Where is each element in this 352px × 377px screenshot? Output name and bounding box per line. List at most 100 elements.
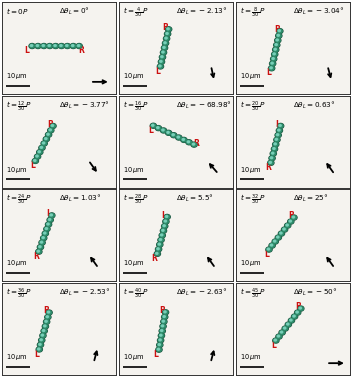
Text: $\Delta\theta_L=5.5°$: $\Delta\theta_L=5.5°$: [176, 193, 214, 204]
Circle shape: [167, 28, 169, 30]
Text: R: R: [295, 302, 301, 311]
Circle shape: [160, 329, 165, 333]
Circle shape: [158, 59, 165, 64]
Text: $\Delta\theta_L=1.03°$: $\Delta\theta_L=1.03°$: [59, 193, 101, 204]
Circle shape: [276, 134, 279, 136]
Text: L: L: [275, 120, 280, 129]
Text: $10\,\mu\mathrm{m}$: $10\,\mu\mathrm{m}$: [240, 71, 262, 81]
Circle shape: [40, 334, 45, 337]
Circle shape: [192, 143, 195, 145]
Circle shape: [187, 141, 190, 143]
Circle shape: [47, 311, 50, 313]
Circle shape: [45, 222, 52, 227]
Circle shape: [35, 43, 41, 49]
Circle shape: [279, 124, 281, 126]
Circle shape: [285, 322, 291, 327]
Circle shape: [163, 225, 165, 227]
Circle shape: [39, 246, 41, 248]
Circle shape: [154, 251, 161, 256]
Circle shape: [165, 27, 172, 32]
Circle shape: [157, 348, 162, 352]
Circle shape: [40, 146, 43, 148]
Text: R: R: [265, 163, 271, 172]
Circle shape: [288, 318, 295, 323]
Circle shape: [39, 338, 45, 343]
Circle shape: [44, 232, 46, 234]
Circle shape: [40, 236, 47, 241]
Circle shape: [42, 44, 44, 46]
Circle shape: [157, 343, 162, 347]
Circle shape: [44, 227, 49, 231]
Circle shape: [162, 320, 166, 323]
Text: $t=\frac{8}{30}P$: $t=\frac{8}{30}P$: [240, 6, 266, 20]
Circle shape: [162, 320, 164, 322]
Circle shape: [50, 124, 56, 129]
Circle shape: [270, 61, 275, 66]
Circle shape: [163, 310, 168, 314]
Circle shape: [274, 339, 278, 343]
Text: L: L: [30, 161, 35, 170]
Circle shape: [274, 43, 279, 47]
Circle shape: [278, 30, 281, 32]
Circle shape: [266, 247, 272, 252]
Circle shape: [161, 228, 166, 233]
Text: R: R: [288, 211, 294, 220]
Circle shape: [42, 231, 49, 236]
Text: $t=\frac{28}{30}P$: $t=\frac{28}{30}P$: [123, 193, 149, 207]
Circle shape: [289, 319, 294, 323]
Circle shape: [51, 124, 54, 126]
Circle shape: [164, 215, 170, 219]
Circle shape: [40, 241, 45, 245]
Circle shape: [271, 62, 273, 64]
Circle shape: [37, 150, 43, 155]
Circle shape: [162, 45, 168, 51]
Circle shape: [158, 343, 161, 345]
Circle shape: [161, 229, 166, 233]
Circle shape: [278, 129, 280, 131]
Circle shape: [37, 342, 44, 347]
Circle shape: [162, 224, 167, 228]
Circle shape: [161, 56, 163, 58]
Circle shape: [274, 143, 276, 145]
Circle shape: [269, 156, 275, 161]
Circle shape: [39, 338, 44, 342]
Text: $\Delta\theta_L=-2.63°$: $\Delta\theta_L=-2.63°$: [176, 287, 227, 298]
Circle shape: [276, 334, 282, 339]
Circle shape: [272, 147, 277, 151]
Circle shape: [285, 224, 290, 228]
Circle shape: [47, 43, 53, 49]
Circle shape: [272, 239, 278, 244]
Circle shape: [295, 311, 300, 314]
Circle shape: [156, 253, 158, 254]
Circle shape: [65, 44, 70, 48]
Circle shape: [176, 135, 182, 140]
Text: R: R: [159, 306, 165, 315]
Text: $\Delta\theta_L=-3.77°$: $\Delta\theta_L=-3.77°$: [59, 99, 110, 110]
Circle shape: [156, 247, 162, 252]
Circle shape: [157, 343, 163, 348]
Circle shape: [273, 239, 278, 244]
Circle shape: [282, 228, 287, 231]
Text: L: L: [271, 341, 276, 349]
Circle shape: [276, 33, 282, 38]
Text: $t=\frac{20}{30}P$: $t=\frac{20}{30}P$: [240, 99, 266, 113]
Circle shape: [30, 44, 34, 48]
Text: $\Delta\theta_L=-2.13°$: $\Delta\theta_L=-2.13°$: [176, 6, 227, 17]
Circle shape: [158, 64, 163, 68]
Text: L: L: [266, 68, 271, 77]
Circle shape: [41, 334, 44, 336]
Circle shape: [29, 43, 35, 49]
Circle shape: [158, 338, 163, 342]
Circle shape: [157, 338, 164, 343]
Circle shape: [60, 44, 62, 46]
Circle shape: [273, 148, 275, 150]
Circle shape: [39, 240, 45, 245]
Circle shape: [47, 218, 53, 222]
Circle shape: [275, 138, 278, 140]
Circle shape: [275, 138, 279, 142]
Circle shape: [161, 128, 166, 133]
Text: R: R: [193, 139, 199, 148]
Circle shape: [269, 243, 275, 248]
Circle shape: [157, 348, 159, 350]
Circle shape: [71, 44, 74, 46]
